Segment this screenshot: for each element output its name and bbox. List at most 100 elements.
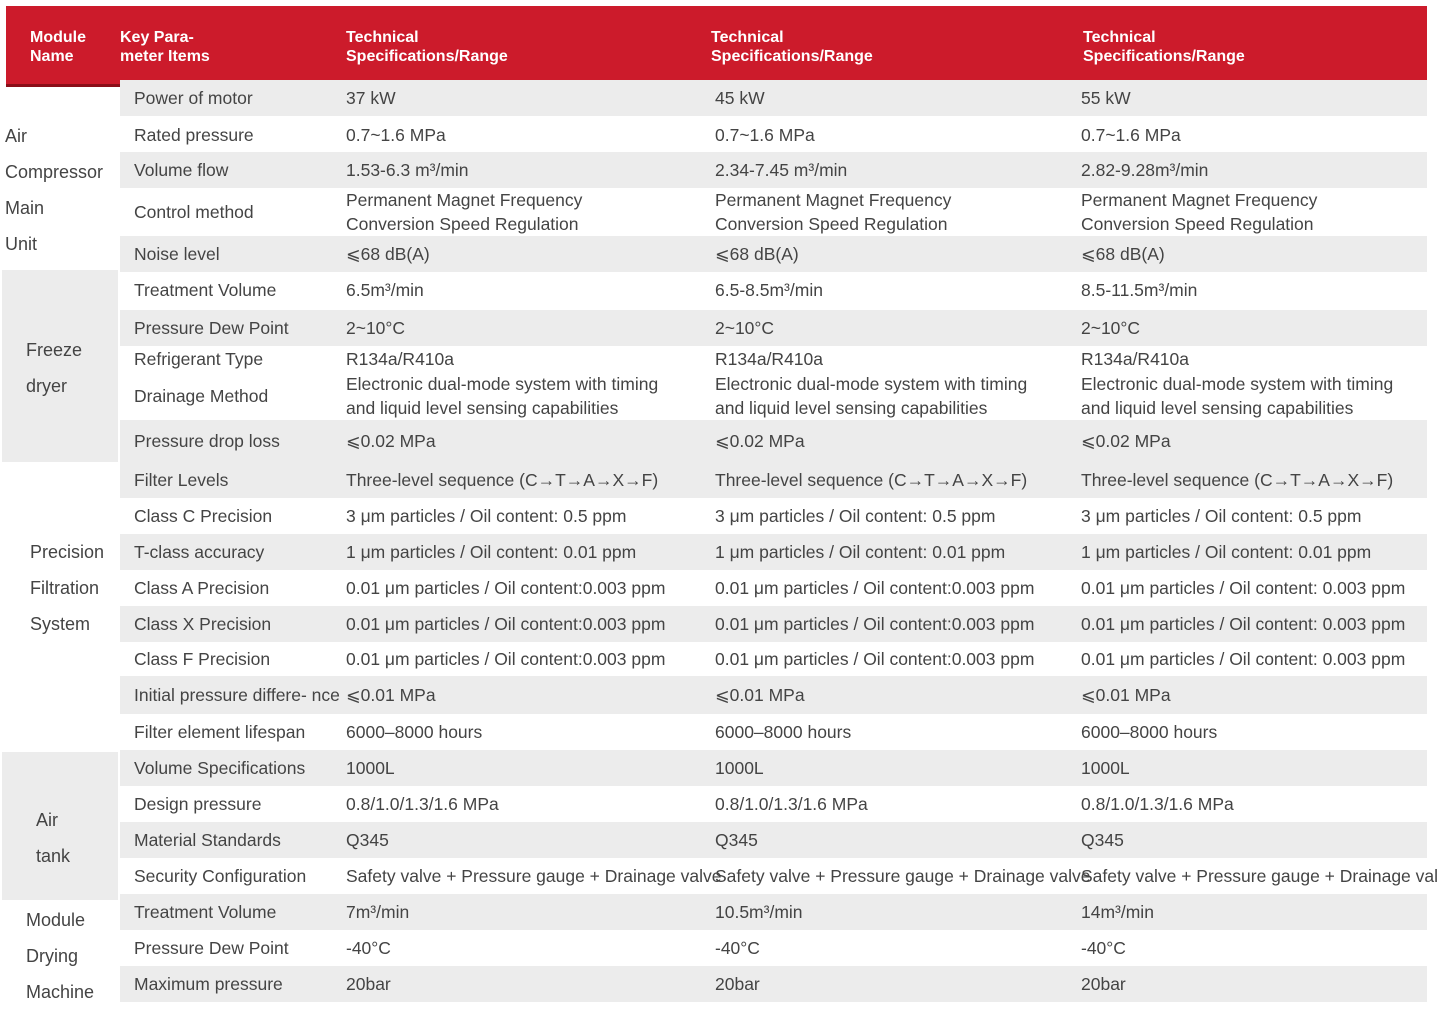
spec-1-cell: Three-level sequence (C→T→A→X→F) xyxy=(346,469,659,490)
param-cell: Security Configuration xyxy=(134,865,307,886)
module-precision-filtration: Precision Filtration System xyxy=(30,542,105,634)
spec-2-cell: 2~10°C xyxy=(715,317,775,338)
spec-3-cell: 6000–8000 hours xyxy=(1081,721,1218,742)
table-row: Noise level ⩽68 dB(A) ⩽68 dB(A) ⩽68 dB(A) xyxy=(120,236,1427,272)
spec-1-cell: Electronic dual-mode system with timing … xyxy=(346,374,659,418)
table-row: Volume Specifications 1000L 1000L 1000L xyxy=(120,750,1427,786)
table-row: Filter Levels Three-level sequence (C→T→A… xyxy=(120,462,1427,498)
param-cell: T-class accuracy xyxy=(134,541,265,562)
spec-3-cell: 0.01 μm particles / Oil content: 0.003 p… xyxy=(1081,577,1406,598)
param-cell: Drainage Method xyxy=(134,385,269,406)
table-row: Class C Precision 3 μm particles / Oil co… xyxy=(120,498,1427,534)
table-row: Refrigerant Type R134a/R410a R134a/R410a R1… xyxy=(120,346,1427,372)
spec-3-cell: 1000L xyxy=(1081,757,1130,778)
spec-3-cell: 3 μm particles / Oil content: 0.5 ppm xyxy=(1081,505,1362,526)
spec-1-cell: 1.53-6.3 m³/min xyxy=(346,159,469,180)
spec-3-cell: 2~10°C xyxy=(1081,317,1141,338)
param-cell: Class A Precision xyxy=(134,577,270,598)
spec-2-cell: R134a/R410a xyxy=(715,348,823,369)
spec-3-cell: Q345 xyxy=(1081,829,1124,850)
param-cell: Maximum pressure xyxy=(134,973,283,994)
spec-2-cell: Q345 xyxy=(715,829,758,850)
param-cell: Refrigerant Type xyxy=(134,348,264,369)
spec-2-cell: 45 kW xyxy=(715,87,765,108)
spec-3-cell: Three-level sequence (C→T→A→X→F) xyxy=(1081,469,1394,490)
header-spec-3: Technical Specifications/Range xyxy=(1083,29,1245,65)
spec-2-cell: 0.7~1.6 MPa xyxy=(715,124,815,145)
table-row: Maximum pressure 20bar 20bar 20bar xyxy=(120,966,1427,1002)
spec-2-cell: 3 μm particles / Oil content: 0.5 ppm xyxy=(715,505,996,526)
table-row: Control method Permanent Magnet Frequency… xyxy=(120,188,1427,236)
spec-2-cell: 10.5m³/min xyxy=(715,901,803,922)
table-row: Pressure Dew Point 2~10°C 2~10°C 2~10°C xyxy=(120,310,1427,346)
spec-1-cell: 7m³/min xyxy=(346,901,410,922)
table-row: Power of motor 37 kW 45 kW 55 kW xyxy=(120,80,1427,116)
spec-3-cell: 8.5-11.5m³/min xyxy=(1081,279,1198,300)
param-cell: Control method xyxy=(134,201,254,222)
spec-3-cell: 2.82-9.28m³/min xyxy=(1081,159,1209,180)
table-row: Material Standards Q345 Q345 Q345 xyxy=(120,822,1427,858)
spec-1-cell: 3 μm particles / Oil content: 0.5 ppm xyxy=(346,505,627,526)
spec-2-cell: 0.8/1.0/1.3/1.6 MPa xyxy=(715,793,868,814)
param-cell: Initial pressure differe- nce xyxy=(134,684,340,705)
param-cell: Filter Levels xyxy=(134,469,229,490)
spec-3-cell: 0.8/1.0/1.3/1.6 MPa xyxy=(1081,793,1234,814)
module-freeze-dryer: Freeze dryer xyxy=(2,270,118,462)
spec-1-cell: Q345 xyxy=(346,829,389,850)
header-module-name: Module Name xyxy=(30,29,86,65)
module-air-compressor: Air Compressor Main Unit xyxy=(5,126,104,254)
spec-2-cell: 20bar xyxy=(715,973,760,994)
spec-2-cell: Three-level sequence (C→T→A→X→F) xyxy=(715,469,1028,490)
param-cell: Noise level xyxy=(134,243,220,264)
spec-1-cell: ⩽0.01 MPa xyxy=(346,684,436,705)
spec-2-cell: 2.34-7.45 m³/min xyxy=(715,159,848,180)
spec-2-cell: 6.5-8.5m³/min xyxy=(715,279,823,300)
table-header: Module Name Key Para- meter Items Techni… xyxy=(6,6,1427,87)
param-cell: Class X Precision xyxy=(134,613,272,634)
spec-1-cell: ⩽0.02 MPa xyxy=(346,430,436,451)
spec-1-cell: 2~10°C xyxy=(346,317,406,338)
spec-3-cell: 0.7~1.6 MPa xyxy=(1081,124,1181,145)
param-cell: Class F Precision xyxy=(134,648,271,669)
spec-3-cell: 55 kW xyxy=(1081,87,1131,108)
spec-3-cell: 1 μm particles / Oil content: 0.01 ppm xyxy=(1081,541,1372,562)
param-cell: Class C Precision xyxy=(134,505,273,526)
table-row: Class A Precision 0.01 μm particles / Oil… xyxy=(120,570,1427,606)
table-row: Rated pressure 0.7~1.6 MPa 0.7~1.6 MPa 0.7~… xyxy=(120,118,1427,152)
spec-2-cell: Safety valve + Pressure gauge + Drainage… xyxy=(715,865,1091,886)
spec-3-cell: ⩽0.02 MPa xyxy=(1081,430,1171,451)
param-cell: Power of motor xyxy=(134,87,253,108)
table-row: T-class accuracy 1 μm particles / Oil con… xyxy=(120,534,1427,570)
spec-1-cell: -40°C xyxy=(346,937,391,958)
spec-1-cell: 0.7~1.6 MPa xyxy=(346,124,446,145)
param-cell: Treatment Volume xyxy=(134,901,277,922)
spec-1-cell: 6.5m³/min xyxy=(346,279,424,300)
spec-1-cell: 0.01 μm particles / Oil content:0.003 pp… xyxy=(346,613,666,634)
param-cell: Rated pressure xyxy=(134,124,254,145)
spec-2-cell: 0.01 μm particles / Oil content:0.003 pp… xyxy=(715,648,1035,669)
spec-3-cell: R134a/R410a xyxy=(1081,348,1189,369)
spec-1-cell: R134a/R410a xyxy=(346,348,454,369)
spec-1-cell: Permanent Magnet Frequency Conversion Sp… xyxy=(346,190,583,234)
table-row: Drainage Method Electronic dual-mode syst… xyxy=(120,372,1427,420)
module-drying-machine: Module Drying Machine xyxy=(26,910,95,1002)
spec-2-cell: 6000–8000 hours xyxy=(715,721,852,742)
spec-3-cell: Permanent Magnet Frequency Conversion Sp… xyxy=(1081,190,1318,234)
spec-2-cell: 1000L xyxy=(715,757,764,778)
table-row: Initial pressure differe- nce ⩽0.01 MPa ⩽0… xyxy=(120,676,1427,714)
spec-1-cell: 20bar xyxy=(346,973,391,994)
spec-1-cell: 0.8/1.0/1.3/1.6 MPa xyxy=(346,793,499,814)
spec-2-cell: ⩽0.01 MPa xyxy=(715,684,805,705)
table-row: Treatment Volume 6.5m³/min 6.5-8.5m³/min 8.… xyxy=(120,272,1427,308)
spec-3-cell: Electronic dual-mode system with timing … xyxy=(1081,374,1394,418)
spec-1-cell: ⩽68 dB(A) xyxy=(346,243,430,264)
spec-3-cell: 0.01 μm particles / Oil content: 0.003 p… xyxy=(1081,648,1406,669)
param-cell: Volume Specifications xyxy=(134,757,306,778)
table-row: Class F Precision 0.01 μm particles / Oil… xyxy=(120,642,1427,676)
param-cell: Volume flow xyxy=(134,159,229,180)
spec-3-cell: Safety valve + Pressure gauge + Drainage… xyxy=(1081,865,1438,886)
spec-3-cell: ⩽68 dB(A) xyxy=(1081,243,1165,264)
spec-1-cell: 1 μm particles / Oil content: 0.01 ppm xyxy=(346,541,637,562)
table-row: Pressure Dew Point -40°C -40°C -40°C xyxy=(120,930,1427,966)
spec-1-cell: 6000–8000 hours xyxy=(346,721,483,742)
